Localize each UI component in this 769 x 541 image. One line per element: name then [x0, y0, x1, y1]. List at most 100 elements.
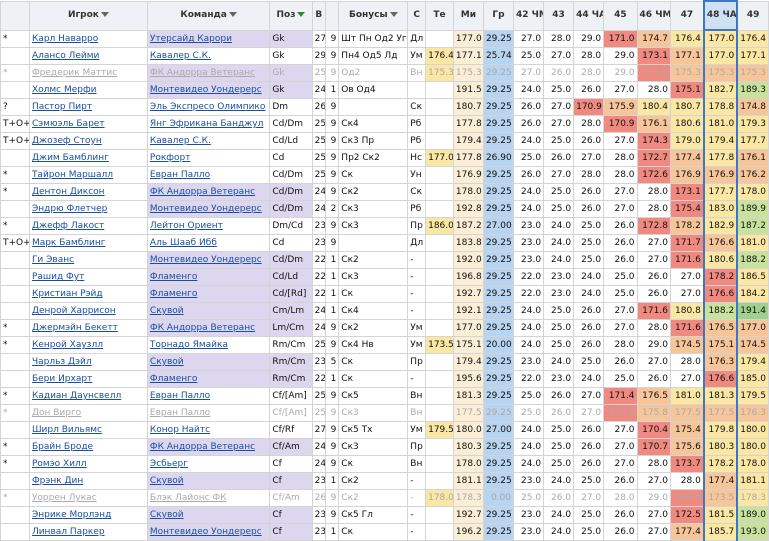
column-header-bonus[interactable]: Бонусы: [338, 0, 409, 31]
team-name-link[interactable]: ФК Андорра Ветеранс: [146, 438, 271, 456]
table-row[interactable]: * Дентон Диксон ФК Андорра Ветеранс Cd/Dm 24…: [0, 183, 769, 201]
column-header-c44[interactable]: 44 ЧА: [573, 0, 605, 31]
column-header-flag[interactable]: [0, 0, 30, 31]
team-name-link[interactable]: ФК Андорра Ветеранс: [146, 319, 271, 337]
team-name-link[interactable]: Монтевидео Уондерерс: [146, 251, 271, 269]
player-name-link[interactable]: Карл Наварро: [28, 29, 148, 48]
column-header-c46[interactable]: 46 ЧМ: [636, 0, 671, 31]
team-name-link[interactable]: Эсбьерг: [146, 455, 271, 473]
column-header-team[interactable]: Команда: [146, 0, 271, 31]
team-name-link[interactable]: Евран Палло: [146, 404, 271, 422]
player-name-link[interactable]: Уоррен Лукас: [28, 489, 148, 507]
table-row[interactable]: T+O+ Сэмюэль Барет Янг Эфрикана Банджул Cd/…: [0, 115, 769, 133]
column-header-c[interactable]: С: [407, 0, 427, 31]
team-name-link[interactable]: Конор Найтс: [146, 421, 271, 439]
column-header-gr[interactable]: Гр: [482, 0, 515, 31]
table-row[interactable]: Линвал Паркер Монтевидео Уондерерс Cf 23 1 Ск…: [0, 523, 769, 541]
table-row[interactable]: Бери Ирхарт Фламенго Rm/Cm 22 1 Ск - 195.6 29.25…: [0, 370, 769, 388]
player-name-link[interactable]: Тайрон Маршалл: [28, 166, 148, 184]
table-row[interactable]: Фрэнк Дин Скувой Cf 23 1 Ск2-181.1 29.25 23.0 24…: [0, 472, 769, 490]
table-row[interactable]: T+O+ Марк Бамблинг Аль Шааб Ибб Cd 23 9 Дл 183.…: [0, 234, 769, 252]
table-row[interactable]: Ширл Вильямс Конор Найтс Cf/Rf 27 9 Ск5 Тх Ум 1…: [0, 421, 769, 439]
team-name-link[interactable]: ФК Андорра Ветеранс: [146, 64, 271, 82]
table-row[interactable]: Рашид Фут Фламенго Cd/Ld 22 1 Ск3-196.8 29.25 2…: [0, 268, 769, 286]
team-name-link[interactable]: Монтевидео Уондерерс: [146, 523, 271, 541]
team-name-link[interactable]: Утерсайд Карори: [146, 29, 271, 48]
team-name-link[interactable]: Лейтон Ориент: [146, 217, 271, 235]
team-name-link[interactable]: Рокфорт: [146, 149, 271, 167]
column-header-name[interactable]: Игрок: [28, 0, 148, 31]
team-name-link[interactable]: Монтевидео Уондерерс: [146, 200, 271, 218]
player-name-link[interactable]: Кенрой Хаузлл: [28, 336, 148, 354]
column-header-c47[interactable]: 47: [669, 0, 705, 31]
player-name-link[interactable]: Дон Вирго: [28, 404, 148, 422]
column-header-m[interactable]: Ми: [452, 0, 484, 31]
table-row[interactable]: * Джефф Лакост Лейтон Ориент Dm/Cd 23 9 Ск3 Пр 1…: [0, 217, 769, 235]
table-row[interactable]: * Уоррен Лукас Блэк Лайонс ФК Cf/Am 26 9 Ск2-1…: [0, 489, 769, 507]
team-name-link[interactable]: Фламенго: [146, 285, 271, 303]
player-name-link[interactable]: Ги Эванс: [28, 251, 148, 269]
table-row[interactable]: Кристиан Рэйд Фламенго Cd/[Rd] 22 1 Ск -192.7 2…: [0, 285, 769, 303]
player-name-link[interactable]: Бери Ирхарт: [28, 370, 148, 388]
team-name-link[interactable]: Скувой: [146, 353, 271, 371]
player-name-link[interactable]: Кадиан Даунсвелл: [28, 387, 148, 405]
team-name-link[interactable]: Фламенго: [146, 268, 271, 286]
player-name-link[interactable]: Холмс Мерфи: [28, 81, 148, 99]
player-name-link[interactable]: Линвал Паркер: [28, 523, 148, 541]
team-name-link[interactable]: Монтевидео Уондерерс: [146, 81, 271, 99]
table-row[interactable]: * Тайрон Маршалл Евран Палло Cd/Dm 25 9 Ск Ун 17…: [0, 166, 769, 184]
table-row[interactable]: * Ромэо Хилл Эсбьерг Cf 24 9 Ск Вн 178.0 29.25 24.…: [0, 455, 769, 473]
player-name-link[interactable]: Эндрю Флетчер: [28, 200, 148, 218]
player-name-link[interactable]: Фредерик Маттис: [28, 64, 148, 82]
player-name-link[interactable]: Джефф Лакост: [28, 217, 148, 235]
team-name-link[interactable]: Скувой: [146, 302, 271, 320]
player-name-link[interactable]: Чарльз Дэйл: [28, 353, 148, 371]
column-header-c43[interactable]: 43: [543, 0, 575, 31]
table-row[interactable]: * Кенрой Хаузлл Торнадо Ямайка Rm/Cm 25 9 Ск4 …: [0, 336, 769, 354]
player-name-link[interactable]: Джозеф Стоун: [28, 132, 148, 150]
column-header-pos[interactable]: Поз: [269, 0, 313, 31]
column-header-c45[interactable]: 45: [603, 0, 638, 31]
column-header-n[interactable]: [324, 0, 340, 31]
column-header-age[interactable]: В: [311, 0, 326, 31]
team-name-link[interactable]: Аль Шааб Ибб: [146, 234, 271, 252]
table-row[interactable]: Ги Эванс Монтевидео Уондерерс Cd/Dm 22 1 Ск2-…: [0, 251, 769, 269]
player-name-link[interactable]: Алансо Лейми: [28, 47, 148, 65]
column-header-c48[interactable]: 48 ЧА: [702, 0, 739, 31]
team-name-link[interactable]: Эль Экспресо Олимпико: [146, 98, 271, 116]
table-row[interactable]: Энрике Морлэнд Скувой Cf 23 9 Ск5 Гл - 192.7 29.…: [0, 506, 769, 524]
table-row[interactable]: T+O+ Джозеф Стоун Кавалер С.К. Cd/Ld 25 9 Ск3 …: [0, 132, 769, 150]
player-name-link[interactable]: Кристиан Рэйд: [28, 285, 148, 303]
column-header-c42[interactable]: 42 ЧМ: [512, 0, 545, 31]
table-row[interactable]: Алансо Лейми Кавалер С.К. Gk 29 9 Пн4 Од5 Лд У…: [0, 47, 769, 65]
player-name-link[interactable]: Ромэо Хилл: [28, 455, 148, 473]
table-row[interactable]: ? Пастор Пирт Эль Экспресо Олимпико Dm 26 9 Ск…: [0, 98, 769, 116]
team-name-link[interactable]: Евран Палло: [146, 387, 271, 405]
table-row[interactable]: Холмс Мерфи Монтевидео Уондерерс Gk 24 1 Ов О…: [0, 81, 769, 99]
team-name-link[interactable]: Кавалер С.К.: [146, 132, 271, 150]
filter-icon[interactable]: [389, 12, 398, 17]
player-name-link[interactable]: Дентон Диксон: [28, 183, 148, 201]
player-name-link[interactable]: Сэмюэль Барет: [28, 115, 148, 133]
player-name-link[interactable]: Ширл Вильямс: [28, 421, 148, 439]
team-name-link[interactable]: ФК Андорра Ветеранс: [146, 183, 271, 201]
team-name-link[interactable]: Кавалер С.К.: [146, 47, 271, 65]
table-row[interactable]: * Джермэйн Бекетт ФК Андорра Ветеранс Lm/Cm…: [0, 319, 769, 337]
table-row[interactable]: * Фредерик Маттис ФК Андорра Ветеранс Gk 25 9…: [0, 64, 769, 82]
team-name-link[interactable]: Фламенго: [146, 370, 271, 388]
team-name-link[interactable]: Скувой: [146, 506, 271, 524]
table-row[interactable]: Денрой Харрисон Скувой Cm/Lm 24 1 Ск4- 192.1 29…: [0, 302, 769, 320]
table-row[interactable]: * Дон Вирго Евран Палло Cf/[Am] 25 9 Ск3 Вн 177.…: [0, 404, 769, 422]
player-name-link[interactable]: Джермэйн Бекетт: [28, 319, 148, 337]
team-name-link[interactable]: Блэк Лайонс ФК: [146, 489, 271, 507]
table-row[interactable]: Чарльз Дэйл Скувой Rm/Cm 23 5 Ск Пр 179.4 29.25 2…: [0, 353, 769, 371]
team-name-link[interactable]: Янг Эфрикана Банджул: [146, 115, 271, 133]
table-row[interactable]: * Кадиан Даунсвелл Евран Палло Cf/[Am] 25 9 Ск…: [0, 387, 769, 405]
player-name-link[interactable]: Энрике Морлэнд: [28, 506, 148, 524]
player-name-link[interactable]: Марк Бамблинг: [28, 234, 148, 252]
column-header-c49[interactable]: 49: [736, 0, 769, 31]
player-name-link[interactable]: Джим Бамблинг: [28, 149, 148, 167]
team-name-link[interactable]: Евран Палло: [146, 166, 271, 184]
filter-icon[interactable]: [297, 12, 306, 17]
filter-icon[interactable]: [228, 12, 237, 17]
